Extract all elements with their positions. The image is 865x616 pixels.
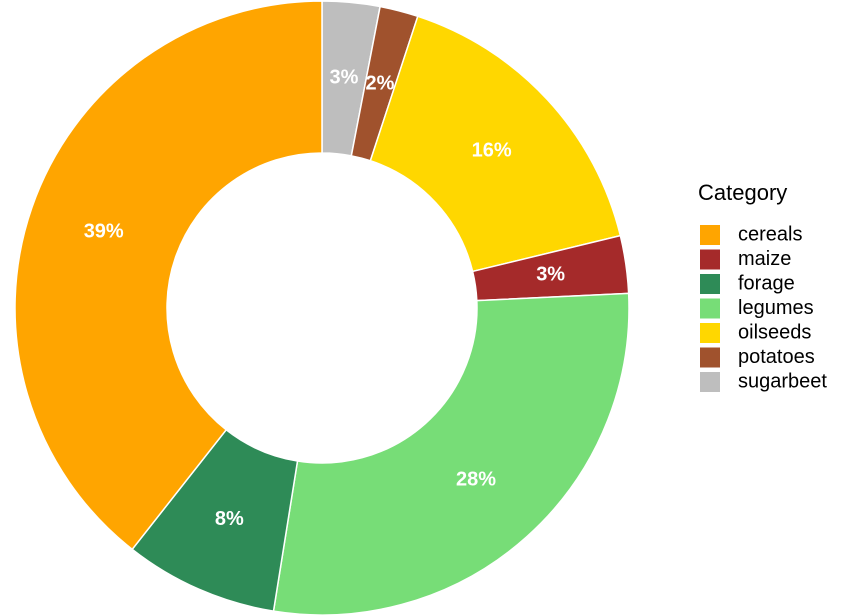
slice-label: 3% <box>536 263 565 285</box>
legend-key <box>700 323 720 343</box>
legend-text: sugarbeet <box>738 370 827 392</box>
slice-label: 16% <box>472 140 512 162</box>
slice-label: 39% <box>84 221 124 243</box>
legend-key <box>700 298 720 319</box>
slice <box>272 292 630 616</box>
legend-key <box>700 347 720 368</box>
legend-key <box>700 249 720 270</box>
legend-text: cereals <box>738 223 802 245</box>
legend-text: maize <box>738 248 791 270</box>
slice <box>369 15 622 273</box>
legend-title: Category <box>698 180 787 205</box>
slice <box>14 0 323 551</box>
legend-key <box>700 372 720 392</box>
legend-text: legumes <box>738 297 814 319</box>
slice-label: 3% <box>330 66 359 88</box>
legend-text: forage <box>738 272 795 294</box>
slice-label: 8% <box>215 508 244 530</box>
legend-key <box>700 274 720 294</box>
legend-text: potatoes <box>738 346 815 368</box>
legend-text: oilseeds <box>738 321 811 343</box>
slice-label: 2% <box>366 73 395 95</box>
legend-key <box>700 225 720 245</box>
slice-label: 28% <box>456 468 496 490</box>
